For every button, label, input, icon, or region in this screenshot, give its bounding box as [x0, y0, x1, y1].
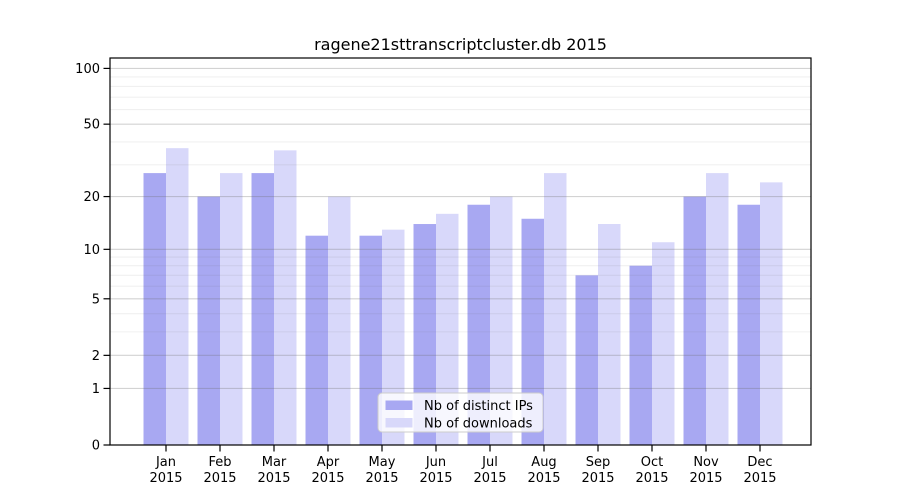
axes-layer: 0125102050100Jan2015Feb2015Mar2015Apr201…	[75, 57, 812, 486]
legend-swatch-distinct-ips	[385, 400, 413, 410]
x-tick-label-year: 2015	[203, 471, 236, 486]
x-tick-label-month: Sep	[586, 455, 611, 470]
plot-frame	[109, 57, 812, 446]
bar-downloads-nov	[706, 173, 729, 446]
bar-downloads-sep	[598, 224, 621, 445]
x-tick-label-year: 2015	[527, 471, 560, 486]
bar-downloads-aug	[544, 173, 567, 446]
x-tick-label-month: Jun	[425, 455, 446, 470]
x-tick-label-month: Feb	[208, 455, 231, 470]
bar-downloads-apr	[328, 196, 351, 445]
y-tick-label: 50	[83, 118, 100, 133]
bar-ips-feb	[197, 196, 220, 445]
legend-label-distinct-ips: Nb of distinct IPs	[424, 399, 533, 414]
y-tick-label: 5	[92, 292, 100, 307]
chart-title: ragene21sttranscriptcluster.db 2015	[314, 35, 607, 54]
legend: Nb of distinct IPs Nb of downloads	[377, 392, 544, 433]
bar-ips-jun	[413, 224, 436, 445]
grid-layer	[110, 67, 811, 389]
bar-ips-nov	[683, 196, 706, 445]
x-tick-label-month: Aug	[531, 455, 556, 470]
x-tick-label-month: May	[369, 455, 396, 470]
x-tick-label-month: Jan	[155, 455, 176, 470]
x-tick-label-year: 2015	[581, 471, 614, 486]
x-tick-label-year: 2015	[419, 471, 452, 486]
bar-downloads-jan	[166, 148, 189, 445]
bar-ips-jul	[467, 204, 490, 445]
x-tick-label-month: Dec	[747, 455, 772, 470]
bar-downloads-may	[382, 229, 405, 445]
bars-layer	[143, 148, 783, 446]
bar-downloads-jul	[490, 196, 513, 445]
y-tick-label: 1	[92, 382, 100, 397]
x-tick-label-year: 2015	[257, 471, 290, 486]
x-tick-label-month: Jul	[481, 455, 498, 470]
x-tick-label-year: 2015	[149, 471, 182, 486]
bar-ips-jan	[143, 173, 166, 446]
y-tick-label: 20	[83, 190, 100, 205]
x-tick-label-year: 2015	[365, 471, 398, 486]
y-tick-label: 10	[83, 243, 100, 258]
x-tick-label-year: 2015	[473, 471, 506, 486]
x-tick-label-year: 2015	[689, 471, 722, 486]
x-tick-label-year: 2015	[635, 471, 668, 486]
bar-ips-mar	[251, 173, 274, 446]
x-tick-label-month: Mar	[262, 455, 287, 470]
bar-downloads-feb	[220, 173, 243, 446]
legend-swatch-downloads	[385, 418, 413, 428]
y-tick-label: 100	[75, 62, 100, 77]
bar-downloads-dec	[760, 182, 783, 446]
bar-ips-apr	[305, 235, 328, 445]
x-tick-label-year: 2015	[743, 471, 776, 486]
x-tick-label-year: 2015	[311, 471, 344, 486]
legend-label-downloads: Nb of downloads	[424, 417, 533, 432]
x-tick-label-month: Nov	[693, 455, 719, 470]
y-tick-label: 2	[92, 349, 100, 364]
bar-downloads-jun	[436, 213, 459, 445]
bar-downloads-mar	[274, 150, 297, 445]
legend-box	[377, 392, 544, 433]
bar-ips-oct	[629, 265, 652, 445]
y-tick-label: 0	[92, 439, 100, 454]
x-tick-label-month: Oct	[641, 455, 663, 470]
bar-ips-may	[359, 235, 382, 445]
bar-ips-dec	[737, 204, 760, 445]
x-tick-label-month: Apr	[317, 455, 340, 470]
bar-ips-aug	[521, 218, 544, 445]
bar-ips-sep	[575, 275, 598, 445]
bar-downloads-oct	[652, 242, 675, 445]
